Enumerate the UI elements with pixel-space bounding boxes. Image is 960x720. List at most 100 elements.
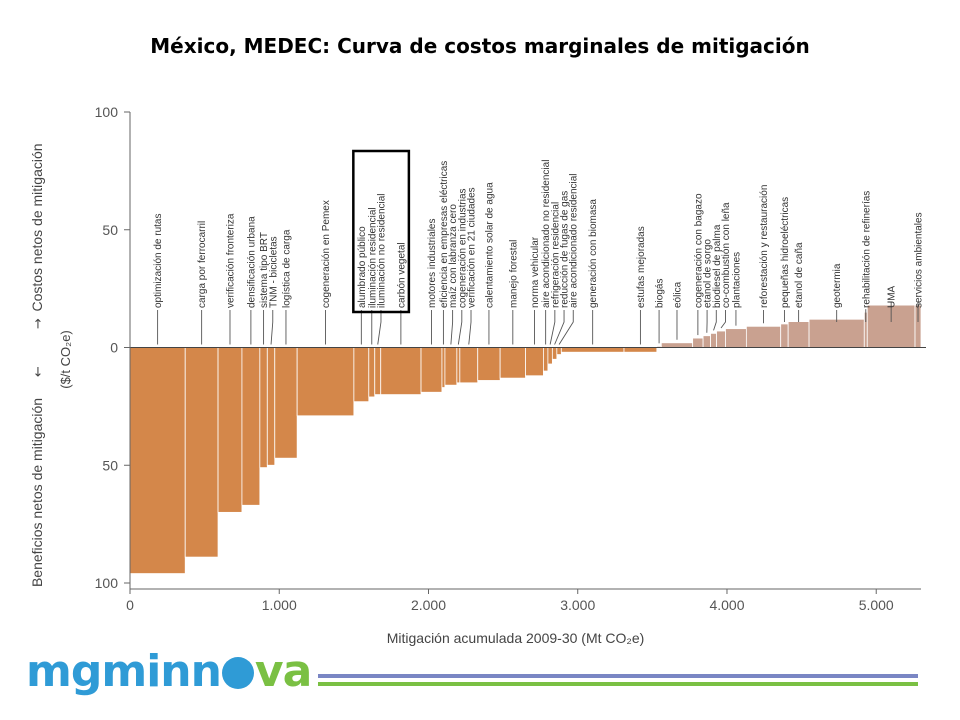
bar-3: [241, 347, 261, 506]
bar-label: etanol de sorgo: [703, 239, 714, 308]
bar-9: [368, 347, 376, 398]
bar-label: aire acondicionado residencial: [569, 173, 580, 308]
y-axis-label-bottom: Beneficios netos de mitigación: [29, 398, 45, 587]
bar-label: pequeñas hidroeléctricas: [780, 197, 791, 308]
bar-5: [266, 347, 276, 466]
bar-10: [374, 347, 382, 395]
bar-label: manejo forestal: [508, 240, 519, 308]
bar-label: verificación fronteriza: [225, 213, 236, 308]
bar-label: reforestación y restauración: [759, 185, 770, 308]
bar-13: [441, 347, 446, 388]
arrow-down-icon: ←: [31, 366, 46, 377]
bar-33: [745, 325, 782, 348]
labels-layer: optimización de rutas carga por ferrocarr…: [153, 160, 925, 345]
bar-label: cogeneración en industrias: [457, 188, 468, 308]
y-tick-label: 100: [95, 575, 119, 591]
bar-label: densificación urbana: [246, 216, 257, 308]
bar-label: cogeneración en Pemex: [321, 200, 332, 308]
arrow-up-icon: →: [31, 318, 46, 329]
bar-4: [259, 347, 268, 469]
x-tick-label: 2.000: [411, 597, 446, 613]
bar-2: [217, 347, 243, 513]
x-tick-label: 0: [126, 597, 134, 613]
y-tick-label: 50: [102, 222, 118, 238]
bar-label: etanol de caña: [794, 242, 805, 308]
bar-28: [692, 337, 704, 348]
bar-label: norma vehicular: [530, 236, 541, 308]
bar-21: [547, 347, 553, 365]
y-tick-label: 100: [95, 104, 119, 120]
footer-rule-green: [318, 682, 918, 686]
bar-12: [420, 347, 443, 393]
bar-34: [780, 323, 789, 348]
bar-30: [710, 332, 717, 348]
bar-0: [129, 347, 186, 574]
logo-text-1: mgminn: [26, 646, 222, 697]
bar-7: [296, 347, 355, 417]
bar-label: UMA: [887, 285, 898, 308]
label-leader: [468, 310, 472, 345]
bar-label: generación con biomasa: [588, 199, 599, 308]
bar-22: [551, 347, 558, 360]
bar-27: [660, 342, 694, 348]
bar-label: iluminación no residencial: [376, 193, 387, 308]
label-leader: [558, 310, 574, 345]
logo-text-2: va: [254, 646, 312, 697]
bar-label: eólica: [672, 281, 683, 308]
bar-16: [459, 347, 479, 384]
x-tick-label: 1.000: [262, 597, 297, 613]
chart-title: México, MEDEC: Curva de costos marginale…: [150, 34, 810, 58]
bar-8: [353, 347, 370, 403]
y-tick-label: 0: [110, 340, 118, 356]
bar-label: co-combustión con leña: [721, 202, 732, 308]
bar-20: [543, 347, 549, 372]
bar-15: [456, 347, 461, 384]
bar-35: [787, 321, 810, 348]
x-tick-label: 5.000: [859, 597, 894, 613]
label-leader: [377, 310, 382, 345]
bar-label: TNM - bicicletas: [268, 236, 279, 308]
bar-label: biodiesel de palma: [712, 224, 723, 308]
bar-label: rehabilitación de refinerías: [861, 191, 872, 308]
x-tick-label: 4.000: [709, 597, 744, 613]
bar-label: iluminación residencial: [367, 207, 378, 308]
bar-label: sistema tipo BRT: [259, 232, 270, 308]
bar-label: refrigeración residencial: [550, 202, 561, 308]
label-leader: [270, 310, 274, 345]
bar-11: [380, 347, 422, 395]
bar-label: cogeneración con bagazo: [693, 193, 704, 308]
bar-label: eficiencia en empresas eléctricas: [439, 161, 450, 308]
bar-label: servicios ambientales: [914, 212, 925, 308]
bar-32: [725, 328, 747, 348]
bar-1: [184, 347, 219, 558]
bar-29: [702, 335, 711, 348]
x-axis-label: Mitigación acumulada 2009-30 (Mt CO₂e): [387, 630, 645, 646]
bar-label: alumbrado público: [357, 226, 368, 308]
bar-19: [525, 347, 544, 377]
bar-label: carga por ferrocarril: [197, 221, 208, 308]
bar-label: plantaciones: [731, 252, 742, 308]
footer-rule-blue: [318, 674, 918, 678]
bar-18: [499, 347, 526, 379]
label-leader: [450, 310, 454, 345]
bar-23: [556, 347, 562, 355]
mgminnova-logo: mgminn va: [26, 650, 312, 694]
label-leader: [720, 310, 726, 329]
ticks-layer: 100 50 0 50 100 0 1.000 2.000 3.000 4.000 5.000: [95, 104, 894, 613]
bar-14: [444, 347, 458, 386]
x-tick-label: 3.000: [560, 597, 595, 613]
bars-layer: [129, 304, 922, 574]
bar-36: [808, 318, 865, 348]
bar-17: [477, 347, 501, 381]
bar-label: verificación en 21 ciudades: [467, 187, 478, 308]
bar-label: logística de carga: [281, 229, 292, 308]
bar-label: biogás: [655, 279, 666, 308]
bar-label: maíz con labranza cero: [448, 204, 459, 308]
label-leader: [457, 310, 463, 345]
globe-icon: [221, 657, 254, 689]
bar-label: optimización de rutas: [153, 214, 164, 309]
y-axis-label-top: Costos netos de mitigación: [29, 143, 45, 311]
bar-label: calentamiento solar de agua: [484, 182, 495, 308]
bar-label: carbón vegetal: [396, 242, 407, 308]
